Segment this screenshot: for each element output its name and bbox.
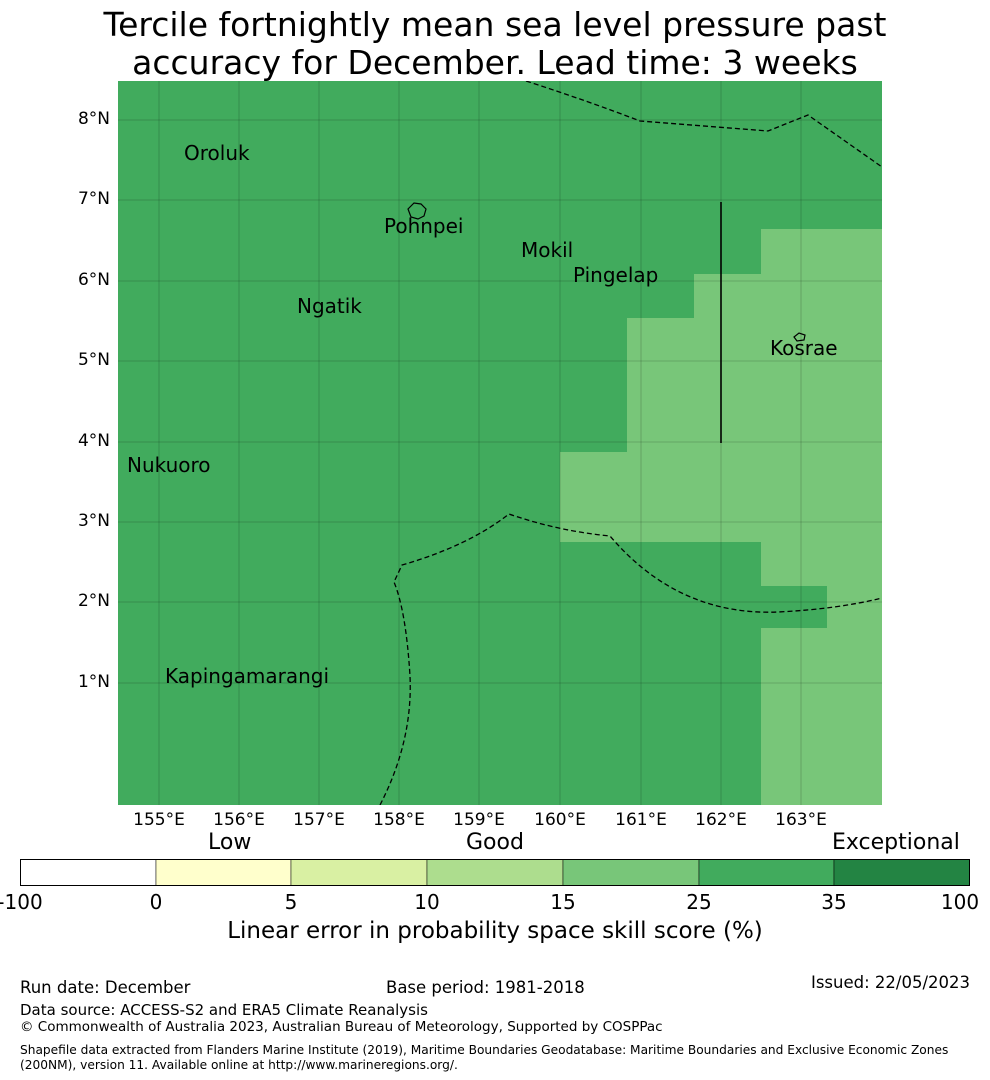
lon-label: 156°E: [213, 810, 265, 830]
lon-label: 158°E: [373, 810, 425, 830]
colorbar-tick: -100: [0, 890, 43, 914]
data-source: Data source: ACCESS-S2 and ERA5 Climate …: [20, 1001, 428, 1019]
colorbar-tick: 5: [284, 890, 298, 914]
lon-label: 161°E: [615, 810, 667, 830]
legend-category-low: Low: [208, 830, 252, 855]
lat-label: 4°N: [77, 431, 110, 451]
pohnpei-island: [407, 202, 427, 220]
lon-label: 159°E: [453, 810, 505, 830]
colorbar: [20, 859, 970, 886]
place-label-nukuoro: Nukuoro: [127, 453, 211, 477]
island-outlines: [407, 202, 806, 342]
legend-category-good: Good: [466, 830, 524, 855]
place-label-kapingamarangi: Kapingamarangi: [165, 664, 330, 688]
legend-category-exceptional: Exceptional: [832, 830, 960, 855]
skill-map: [118, 81, 882, 805]
place-label-kosrae: Kosrae: [770, 336, 838, 360]
colorbar-tick: 25: [686, 890, 712, 914]
copyright: © Commonwealth of Australia 2023, Austra…: [20, 1019, 663, 1035]
colorbar-tick: 10: [414, 890, 440, 914]
colorbar-tick: 35: [821, 890, 847, 914]
lat-label: 3°N: [77, 511, 110, 531]
place-label-pingelap: Pingelap: [573, 263, 659, 287]
place-label-mokil: Mokil: [521, 238, 574, 262]
eez-boundary: [379, 81, 882, 805]
colorbar-band: [290, 859, 428, 886]
base-period: Base period: 1981-2018: [386, 978, 585, 997]
shapefile-credit-line-1: Shapefile data extracted from Flanders M…: [20, 1043, 949, 1057]
lon-label: 157°E: [293, 810, 345, 830]
title-line-1: Tercile fortnightly mean sea level press…: [103, 5, 887, 44]
title-line-2: accuracy for December. Lead time: 3 week…: [132, 43, 858, 82]
skill-region-15-25: [560, 229, 882, 805]
colorbar-band: [20, 859, 157, 886]
lon-label: 160°E: [534, 810, 586, 830]
graticule: [118, 81, 882, 805]
colorbar-title: Linear error in probability space skill …: [227, 918, 763, 944]
lat-label: 2°N: [77, 591, 110, 611]
place-label-pohnpei: Pohnpei: [384, 214, 464, 238]
colorbar-tick: 15: [550, 890, 576, 914]
place-label-oroluk: Oroluk: [184, 141, 250, 165]
colorbar-tick: 100: [940, 890, 980, 914]
colorbar-band: [426, 859, 564, 886]
colorbar-band: [562, 859, 700, 886]
place-label-ngatik: Ngatik: [297, 294, 362, 318]
shapefile-credit-line-2: (200NM), version 11. Available online at…: [20, 1058, 458, 1072]
colorbar-tick: 0: [149, 890, 163, 914]
colorbar-band: [698, 859, 835, 886]
lat-label: 1°N: [77, 672, 110, 692]
issued-date: Issued: 22/05/2023: [810, 973, 970, 992]
lon-label: 163°E: [775, 810, 827, 830]
lat-label: 5°N: [77, 350, 110, 370]
run-date: Run date: December: [20, 978, 191, 997]
lat-label: 7°N: [77, 189, 110, 209]
lon-label: 162°E: [695, 810, 747, 830]
lat-label: 6°N: [77, 270, 110, 290]
colorbar-band: [833, 859, 970, 886]
lon-label: 155°E: [133, 810, 185, 830]
kosrae-island: [793, 332, 806, 342]
map-title: Tercile fortnightly mean sea level press…: [0, 6, 990, 82]
lat-label: 8°N: [77, 109, 110, 129]
colorbar-band: [155, 859, 292, 886]
